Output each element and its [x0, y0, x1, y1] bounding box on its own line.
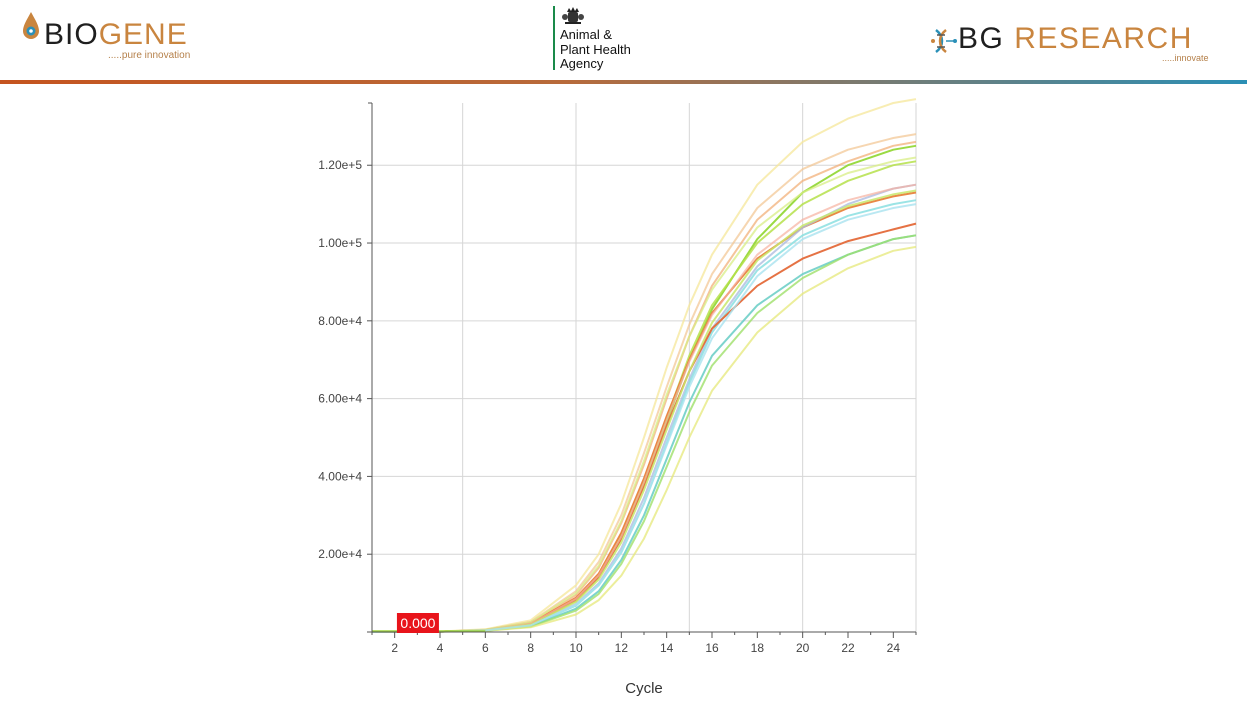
series-line-15	[371, 203, 917, 633]
series-line-5	[371, 191, 917, 633]
bg-research-wordmark-part2: RESEARCH	[1014, 22, 1193, 55]
header: BIOGENE .....pure innovation Animal & Pl…	[0, 0, 1247, 86]
x-tick-label-24: 24	[887, 641, 901, 655]
apha-logo: Animal & Plant Health Agency	[553, 6, 673, 72]
x-tick-label-2: 2	[391, 641, 398, 655]
series-line-2	[371, 140, 917, 633]
biogene-logo: BIOGENE .....pure innovation	[22, 8, 222, 68]
amplification-chart-svg: 2.00e+4 4.00e+4 6.00e+4 8.00e+4 1.00e+5 1.20e…	[318, 98, 917, 697]
y-tick-label-4: 8.00e+4	[318, 314, 362, 328]
royal-crest-icon	[562, 7, 584, 24]
x-tick-label-6: 6	[482, 641, 489, 655]
water-drop-icon	[23, 12, 39, 39]
x-tick-label-8: 8	[527, 641, 534, 655]
threshold-badge	[396, 613, 439, 633]
x-tick-label-16: 16	[705, 641, 719, 655]
bg-research-logo: BG RESEARCH .....innovate	[930, 22, 1230, 66]
series-line-8	[371, 222, 917, 633]
threshold-badge-label: 0.000	[400, 615, 435, 631]
series-line-3	[371, 144, 917, 633]
biogene-wordmark: BIOGENE	[44, 18, 188, 52]
series-line-9	[371, 234, 917, 633]
x-tick-label-18: 18	[751, 641, 765, 655]
x-tick-label-20: 20	[796, 641, 810, 655]
series-line-13	[371, 183, 917, 633]
y-tick-label-1: 2.00e+4	[318, 547, 362, 561]
series-line-4	[371, 160, 917, 633]
series-line-1	[371, 133, 917, 633]
bg-research-tagline: .....innovate	[1162, 53, 1209, 63]
series-line-14	[371, 189, 917, 633]
apha-green-bar	[553, 6, 555, 70]
series-line-10	[371, 234, 917, 633]
biogene-wordmark-part2: GENE	[98, 18, 188, 51]
biogene-tagline: .....pure innovation	[108, 50, 191, 61]
circuit-dna-icon	[931, 29, 957, 53]
y-tick-label-2: 4.00e+4	[318, 469, 362, 483]
x-tick-label-12: 12	[615, 641, 629, 655]
y-tick-label-3: 6.00e+4	[318, 392, 362, 406]
x-axis-title: Cycle	[625, 680, 663, 697]
x-tick-label-4: 4	[437, 641, 444, 655]
apha-name: Animal & Plant Health Agency	[560, 27, 631, 71]
x-tick-label-10: 10	[569, 641, 583, 655]
amplification-chart: 2.00e+4 4.00e+4 6.00e+4 8.00e+4 1.00e+5 1.20e…	[300, 95, 940, 700]
bg-research-wordmark: BG RESEARCH	[958, 22, 1193, 56]
x-tick-label-14: 14	[660, 641, 674, 655]
y-tick-label-5: 1.00e+5	[318, 236, 362, 250]
biogene-wordmark-part1: BIO	[44, 18, 99, 51]
bg-research-wordmark-part1: BG	[958, 22, 1015, 55]
y-tick-label-6: 1.20e+5	[318, 158, 362, 172]
x-tick-label-22: 22	[841, 641, 855, 655]
series-line-6	[371, 183, 917, 633]
series-line-7	[371, 199, 917, 633]
series-line-12	[371, 156, 917, 633]
header-divider	[0, 80, 1247, 84]
